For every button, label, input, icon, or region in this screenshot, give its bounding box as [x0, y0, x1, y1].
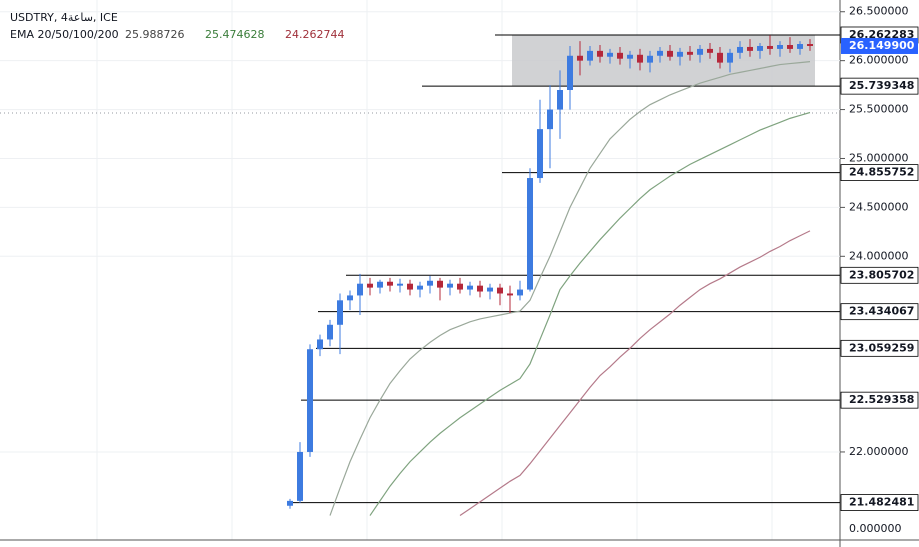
extra-axis-label: 0.000000: [849, 522, 902, 535]
y-tick-label: 22.000000: [849, 445, 909, 458]
candle-body: [597, 50, 603, 57]
candle-body: [397, 283, 403, 286]
candle-body: [497, 287, 503, 294]
candle-body: [517, 289, 523, 296]
symbol-title: USDTRY, 4ساعة, ICE: [10, 11, 118, 24]
candle-body: [727, 52, 733, 63]
last-price-label: 26.149900: [849, 39, 915, 52]
vertical-grid: [96, 0, 773, 540]
level-label: 21.482481: [849, 496, 914, 509]
candle-body: [307, 349, 313, 452]
candle-body: [787, 45, 793, 49]
candle-body: [427, 280, 433, 286]
candle-body: [757, 45, 763, 51]
candle-body: [417, 285, 423, 290]
candle-body: [737, 46, 743, 53]
candle-body: [747, 46, 753, 51]
candle-body: [297, 451, 303, 501]
y-tick-label: 24.000000: [849, 249, 909, 262]
candle-body: [317, 339, 323, 350]
candle-body: [467, 285, 473, 290]
y-tick-label: 26.500000: [849, 5, 909, 18]
candle-body: [637, 54, 643, 63]
y-tick-label: 24.500000: [849, 200, 909, 213]
candle-body: [357, 283, 363, 296]
level-label: 23.434067: [849, 305, 914, 318]
candle-body: [557, 90, 563, 110]
level-label-box: [840, 391, 919, 409]
level-label-box: [840, 77, 919, 95]
level-label: 24.855752: [849, 166, 914, 179]
candle-body: [697, 48, 703, 55]
candle-body: [287, 500, 293, 506]
candle-body: [407, 283, 413, 290]
candle-body: [487, 287, 493, 292]
candle-body: [677, 51, 683, 57]
candle-body: [777, 45, 783, 49]
level-label: 26.262283: [849, 28, 914, 41]
candle-body: [797, 44, 803, 49]
level-label: 23.059259: [849, 341, 914, 354]
candle-body: [547, 109, 553, 130]
candle-body: [607, 52, 613, 57]
candle-body: [687, 51, 693, 55]
indicator-value: 25.474628: [205, 28, 265, 41]
ema-line: [369, 111, 811, 516]
candle-body: [387, 281, 393, 286]
indicator-label: EMA 20/50/100/200: [10, 28, 119, 41]
candle-body: [507, 293, 513, 296]
candle-body: [337, 300, 343, 325]
candle-body: [367, 283, 373, 288]
candle-body: [567, 55, 573, 90]
candle-body: [477, 285, 483, 292]
level-label-box: [840, 339, 919, 357]
indicator-value: 25.988726: [125, 28, 185, 41]
candle-body: [667, 50, 673, 57]
candle-body: [587, 50, 593, 61]
candle-body: [617, 52, 623, 59]
candle-body: [577, 55, 583, 61]
y-tick-label: 25.500000: [849, 103, 909, 116]
zone: [512, 34, 815, 87]
candle-body: [717, 52, 723, 63]
y-tick-label: 25.000000: [849, 151, 909, 164]
level-label: 25.739348: [849, 79, 914, 92]
candle-body: [657, 50, 663, 56]
candle-body: [377, 281, 383, 288]
ema-line: [459, 230, 811, 517]
ema-line: [329, 61, 811, 516]
level-label: 22.529358: [849, 393, 914, 406]
candle-body: [527, 178, 533, 290]
candle-body: [537, 129, 543, 179]
level-label-box: [840, 266, 919, 284]
candle-body: [707, 48, 713, 53]
candle-body: [437, 280, 443, 288]
candle-body: [647, 55, 653, 63]
candle-body: [807, 44, 813, 46]
candle-body: [627, 54, 633, 59]
y-tick-label: 26.000000: [849, 54, 909, 67]
level-label-box: [840, 494, 919, 511]
candle-body: [457, 283, 463, 290]
candle-body: [447, 283, 453, 288]
indicator-value: 24.262744: [285, 28, 345, 41]
candle-body: [347, 295, 353, 301]
level-label-box: [840, 164, 919, 181]
level-label-box: [840, 303, 919, 321]
candle-body: [327, 324, 333, 340]
candle-body: [767, 45, 773, 49]
last-price-box: [841, 37, 918, 54]
level-label: 23.805702: [849, 268, 914, 281]
